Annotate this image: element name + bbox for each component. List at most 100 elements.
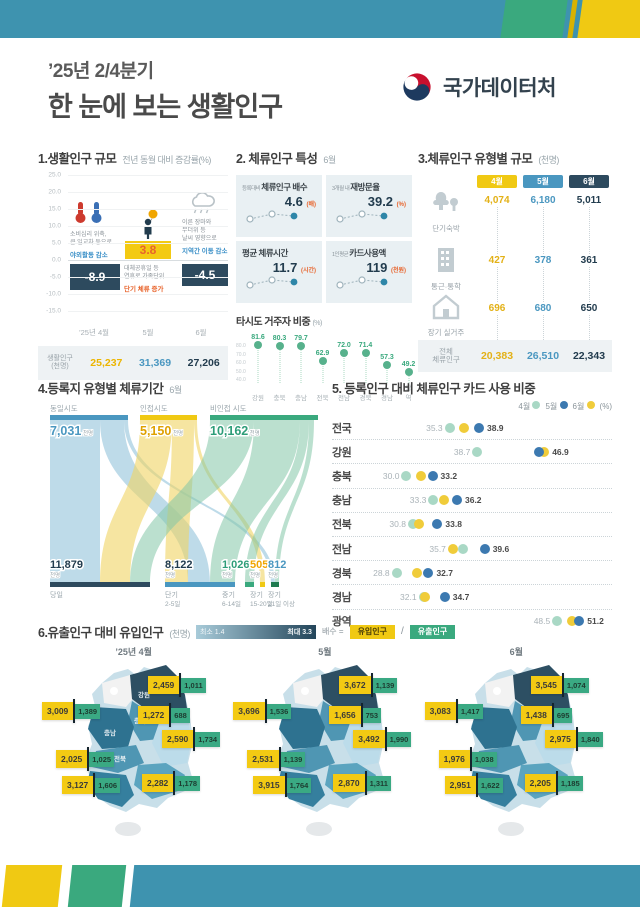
s6-inflow-value: 2,870 [333,774,365,792]
s1-summary-row: 생활인구 (천명) 25,237 31,369 27,206 [38,346,228,380]
map-region-seoul [301,687,310,695]
s3-total-value: 26,510 [526,350,560,362]
s2-lollipop-stem [408,375,409,383]
s6-month-label: 6월 [509,647,523,657]
s5-min-value: 32.1 [400,591,417,602]
agency-logo: 국가데이터처 [400,70,556,104]
top-bar-green-shape [500,0,568,38]
sankey-target-bar [260,582,265,587]
map-region-seoul [492,687,501,695]
sankey-source-name: 비인접 시도 [210,403,247,413]
s5-row-plot: 35.3 38.9 [382,416,612,439]
s6-formula-slash: / [401,626,404,637]
s1-xlabel-april: ’25년 4월 [78,328,110,337]
s5-row-plot: 30.8 33.8 [382,513,612,536]
sankey-target-unit: 천명 [268,571,278,579]
s5-row-plot: 33.3 36.2 [382,489,612,512]
s5-max-value: 46.9 [552,446,569,457]
map-region-gyeonggi [102,675,136,707]
map-region-jeju [306,822,333,836]
s2-lollipop-category: 광역 [405,385,412,402]
s6-value-box-전북: 1,976 1,038 [438,747,497,771]
s2-lollipop-plot: 80.0 70.0 60.0 50.0 40.0 81.6 강원 80.3 충북 79.7 충남 62… [236,333,415,402]
s6-value-box-전남: 3,127 1,606 [62,773,121,797]
s2-lollipop-category: 경북 [359,395,372,402]
sankey-flow-ribbon [194,420,265,584]
section6-title: 6.유출인구 대비 유입인구 (천명) [38,622,190,641]
section3-title: 3.체류인구 유형별 규모 (천명) [418,148,612,167]
s2-kpi-prefix: 1인평균 [332,252,349,258]
map-region-gyeonggi [293,675,328,707]
page-header: ’25년 2/4분기 한 눈에 보는 생활인구 [48,56,283,124]
s6-formula-equals: 배수 = [321,627,344,636]
section2-month: 6월 [323,155,336,165]
s6-inflow-value: 1,438 [520,706,552,724]
sankey-target-name: 중기 [222,590,235,599]
s5-dot-apr [428,495,439,506]
s6-box-divider [475,773,478,797]
s5-dot-apr [552,616,563,627]
sankey-source-bar [50,415,128,420]
section6-number: 6. [38,626,48,640]
s3-month-chip: 4월 [477,175,517,188]
s3-row-label-text: 단기숙박 [432,224,460,233]
page-title: 한 눈에 보는 생활인구 [48,92,283,122]
s2-lollipop-dot [254,340,262,349]
s2-lollipop-category: 경남 [381,395,393,402]
s1-y-tick: 15.0 [48,205,61,213]
s6-value-box-충남: 3,083 1,417 [424,699,483,723]
s5-legend: 4월 5월 6월 (%) [332,401,612,412]
s6-inflow-value: 3,127 [62,776,94,794]
s6-outflow-value: 1,622 [477,777,503,793]
s6-inflow-value: 3,696 [233,702,265,720]
s5-dot-jun [416,470,427,481]
s6-outflow-value: 1,025 [89,751,115,767]
s2-kpi-card: 3개월 내재방문율 39.2 (%) [326,175,412,237]
s1-gridline [68,294,228,295]
s5-min-value: 38.7 [453,446,471,457]
s3-month-chip: 6월 [569,175,609,188]
s1-y-tick: 0.0 [51,256,61,264]
s6-box-divider [561,673,564,697]
s3-row-label: 장기 실거주 [418,294,474,338]
s2-lollipop-dot [275,341,284,350]
s6-value-box-강원: 2,459 1,011 [148,673,206,697]
sankey-target-name: 당일 [50,590,63,599]
s3-row-label-text: 장기 실거주 [427,328,465,337]
s5-dot-apr [407,519,418,530]
s5-max-value: 36.2 [464,495,482,506]
s2-lollipop-stem [257,347,259,383]
s3-total-value: 22,343 [572,350,606,362]
s2-lollipop-value: 80.3 [272,334,287,342]
s1-gridline [68,277,228,278]
tree-icon [418,190,474,221]
s6-inflow-value: 1,656 [329,706,361,724]
s2-lollipop-value: 81.6 [251,333,265,341]
section6-heading: 유출인구 대비 유입인구 [47,626,164,640]
s2-kpi-card: 평균 체류시간 11.7 (시간) [236,241,322,303]
sankey-target-value: 505 [250,559,268,571]
section-living-population-scale: 1.생활인구 규모 전년 동월 대비 증감률(%) 25.0 20.0 15.0 10… [38,148,228,380]
s2-kpi-value: 11.7 (시간) [272,260,316,275]
s5-max-value: 32.7 [436,567,453,578]
s5-max-value: 34.7 [452,591,470,602]
rain-cloud-icon [191,193,215,214]
s5-region-label: 전남 [332,543,352,556]
s6-box-divider [364,771,367,795]
s2-lollipop-category: 강원 [252,395,264,402]
s6-box-divider [87,747,90,771]
agency-name: 국가데이터처 [443,77,556,100]
s6-box-divider [469,747,472,771]
s3-value: 650 [566,302,612,315]
bottom-bar-green-shape [67,865,127,907]
s2-lollipop-value: 57.3 [380,354,394,362]
s6-value-box-전북: 2,025 1,025 [56,747,115,771]
s2-kpi-label: 평균 체류시간 [242,248,288,258]
s5-row: 전남 35.7 39.6 [332,535,612,560]
s3-value: 361 [566,254,612,267]
s1-x-axis-labels: ’25년 4월 5월 6월 [66,327,228,338]
s6-box-divider [284,773,287,797]
s1-april-highlight: 야외활동 감소 [70,252,108,259]
